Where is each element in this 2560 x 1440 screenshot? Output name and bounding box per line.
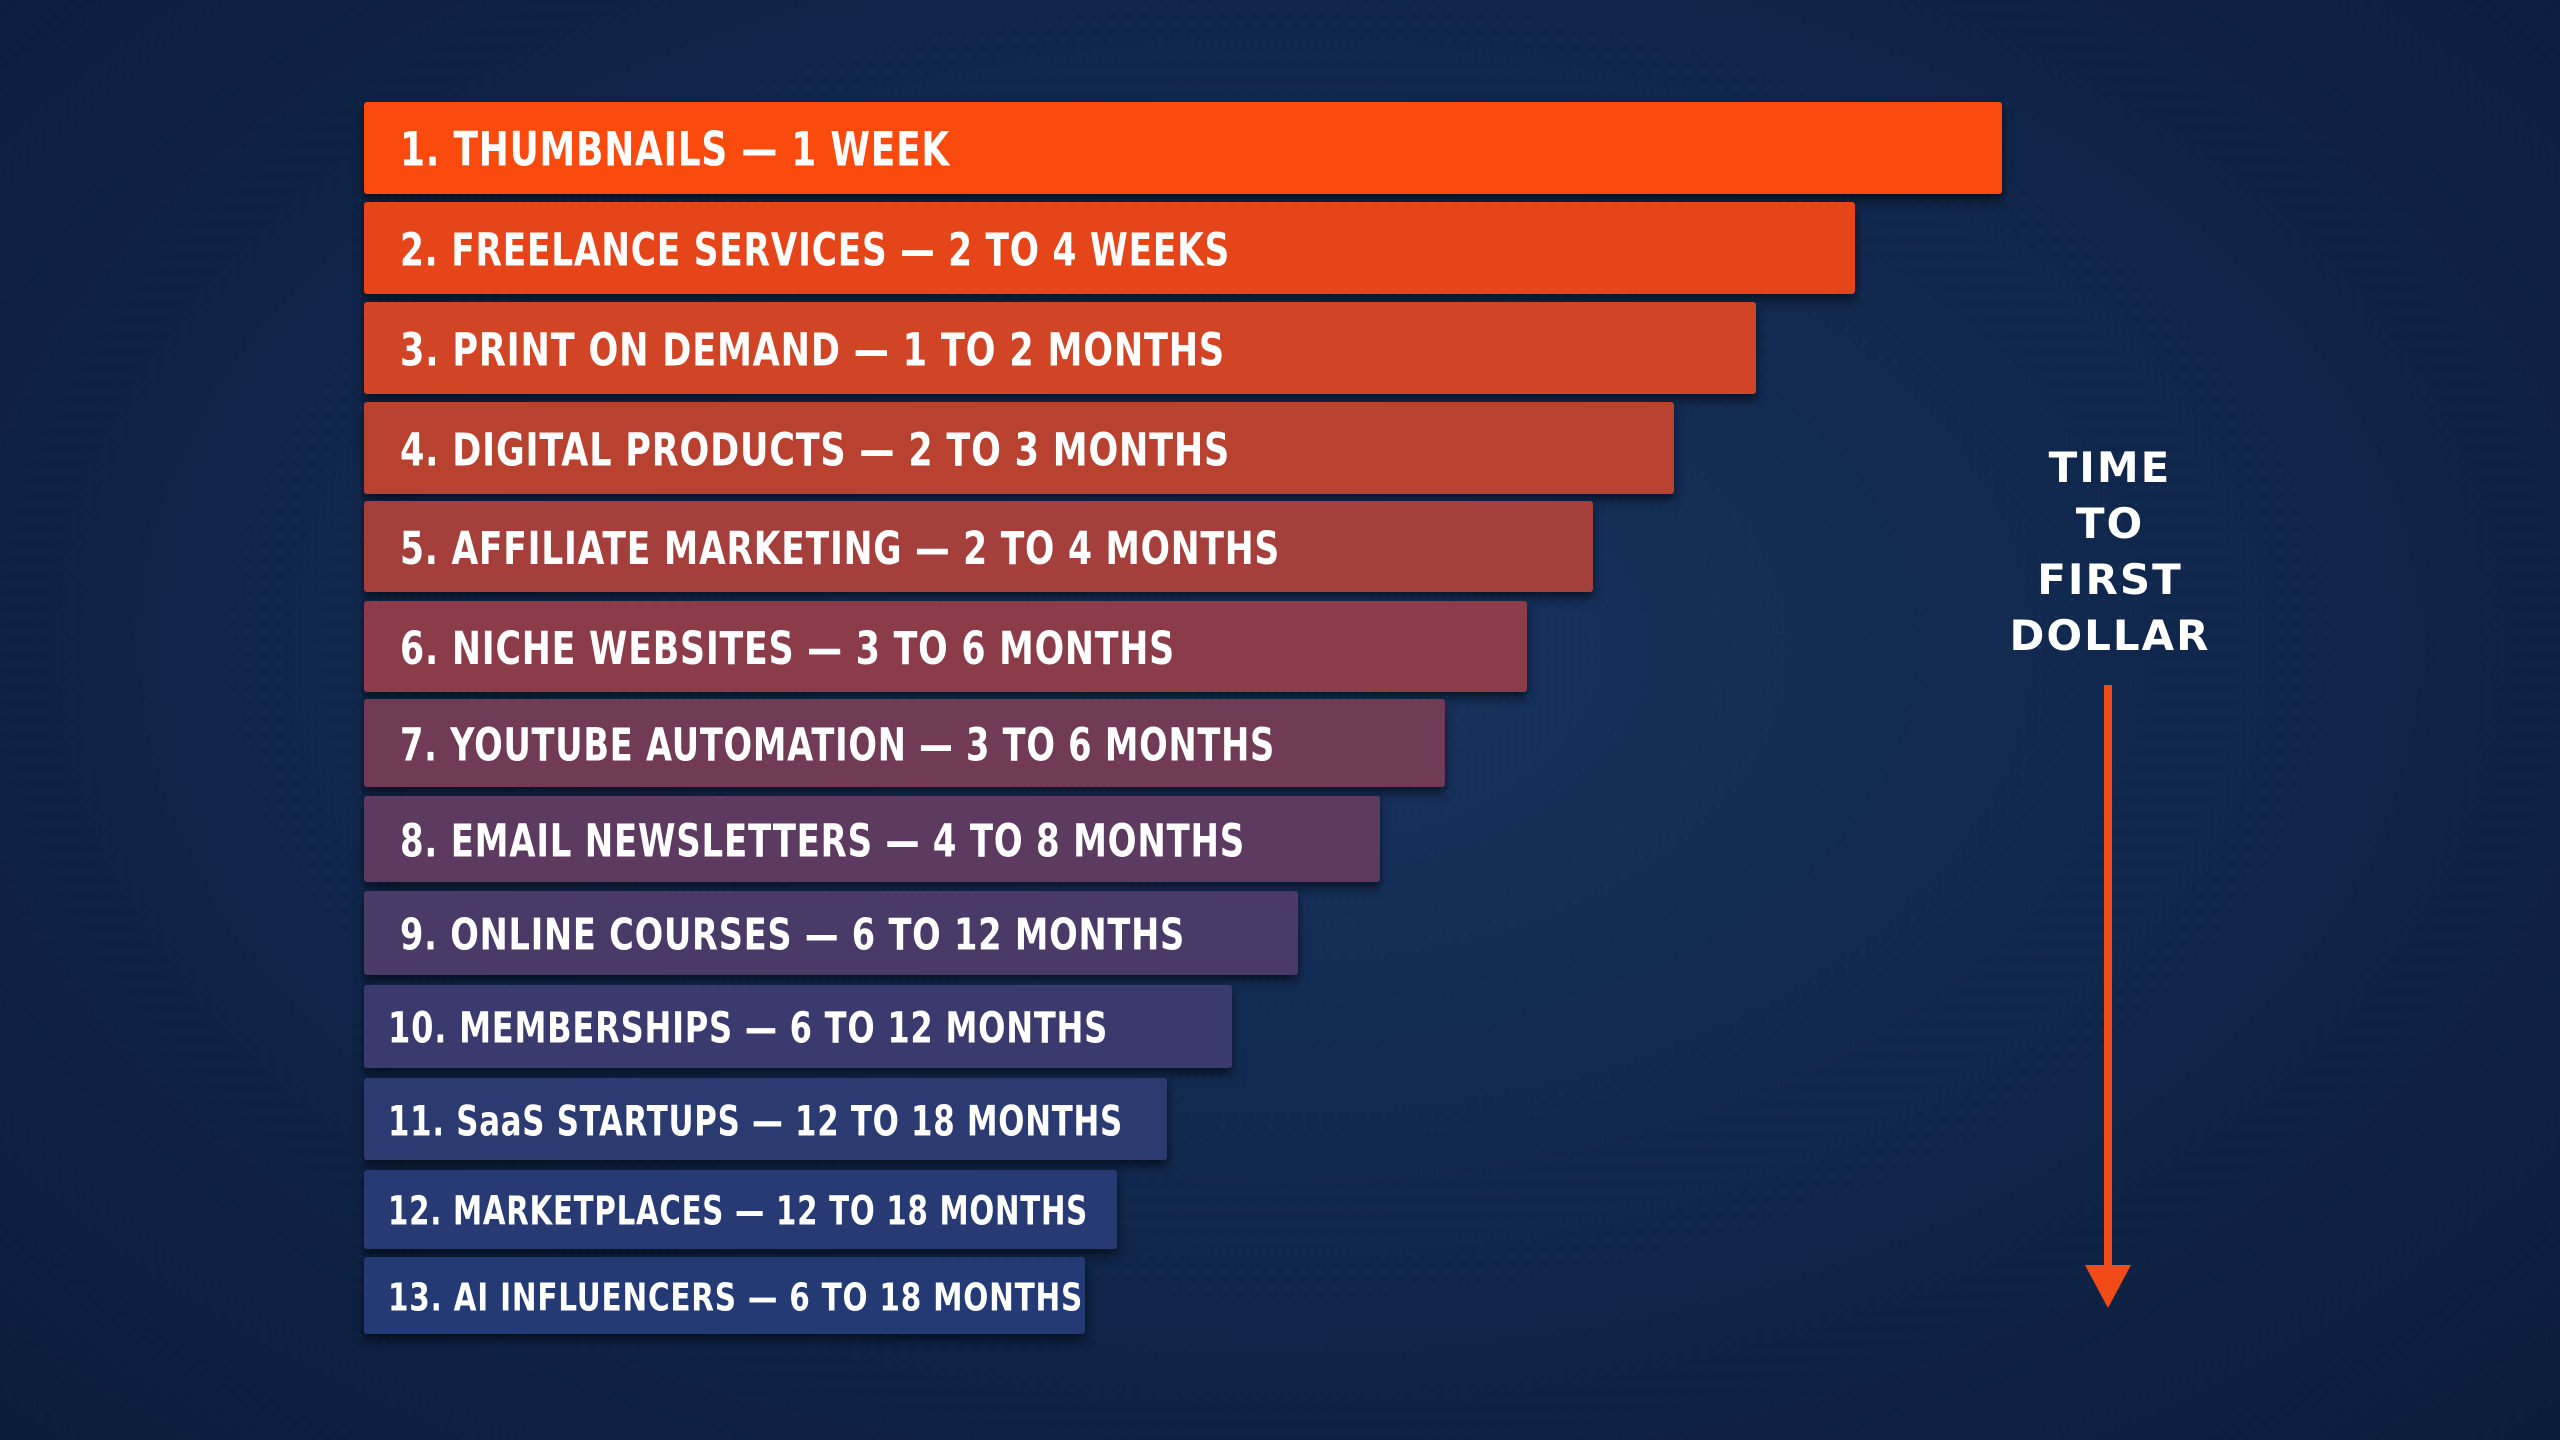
bar-label: 7. YOUTUBE AUTOMATION — 3 TO 6 MONTHS — [400, 719, 1275, 772]
bar-label: 12. MARKETPLACES — 12 TO 18 MONTHS — [388, 1189, 1088, 1235]
bar — [364, 1257, 1085, 1334]
side-caption-line: FIRST — [2037, 555, 2183, 604]
side-caption-line: DOLLAR — [2009, 611, 2211, 660]
bar-label: 13. AI INFLUENCERS — 6 TO 18 MONTHS — [388, 1276, 1083, 1320]
side-caption-line: TIME — [2048, 443, 2172, 492]
time-arrow — [2085, 685, 2131, 1308]
bar-label: 1. THUMBNAILS — 1 WEEK — [400, 123, 950, 178]
bar-label: 6. NICHE WEBSITES — 3 TO 6 MONTHS — [400, 622, 1175, 675]
bar — [364, 1170, 1117, 1249]
bar — [364, 501, 1593, 592]
bar — [364, 796, 1380, 882]
bar — [364, 1078, 1167, 1160]
bar — [364, 302, 1756, 394]
bar — [364, 601, 1527, 692]
bar-label: 4. DIGITAL PRODUCTS — 2 TO 3 MONTHS — [400, 424, 1230, 477]
bar-label: 3. PRINT ON DEMAND — 1 TO 2 MONTHS — [400, 324, 1225, 377]
bar — [364, 102, 2002, 194]
side-caption: TIME TO FIRST DOLLAR — [1930, 440, 2290, 664]
bar — [364, 202, 1855, 294]
bar-label: 5. AFFILIATE MARKETING — 2 TO 4 MONTHS — [400, 522, 1280, 575]
bar-label: 10. MEMBERSHIPS — 6 TO 12 MONTHS — [388, 1004, 1108, 1054]
bars-group: 1. THUMBNAILS — 1 WEEK 2. FREELANCE SERVI… — [364, 102, 2002, 1334]
bar-label: 8. EMAIL NEWSLETTERS — 4 TO 8 MONTHS — [400, 815, 1245, 868]
bar-label: 11. SaaS STARTUPS — 12 TO 18 MONTHS — [388, 1097, 1123, 1146]
side-caption-line: TO — [2075, 499, 2145, 548]
bar — [364, 699, 1445, 787]
bar — [364, 402, 1674, 494]
arrow-head — [2085, 1265, 2131, 1308]
bar-label: 9. ONLINE COURSES — 6 TO 12 MONTHS — [400, 910, 1185, 961]
bar — [364, 891, 1298, 975]
bar-label: 2. FREELANCE SERVICES — 2 TO 4 WEEKS — [400, 224, 1230, 277]
bar — [364, 985, 1232, 1068]
